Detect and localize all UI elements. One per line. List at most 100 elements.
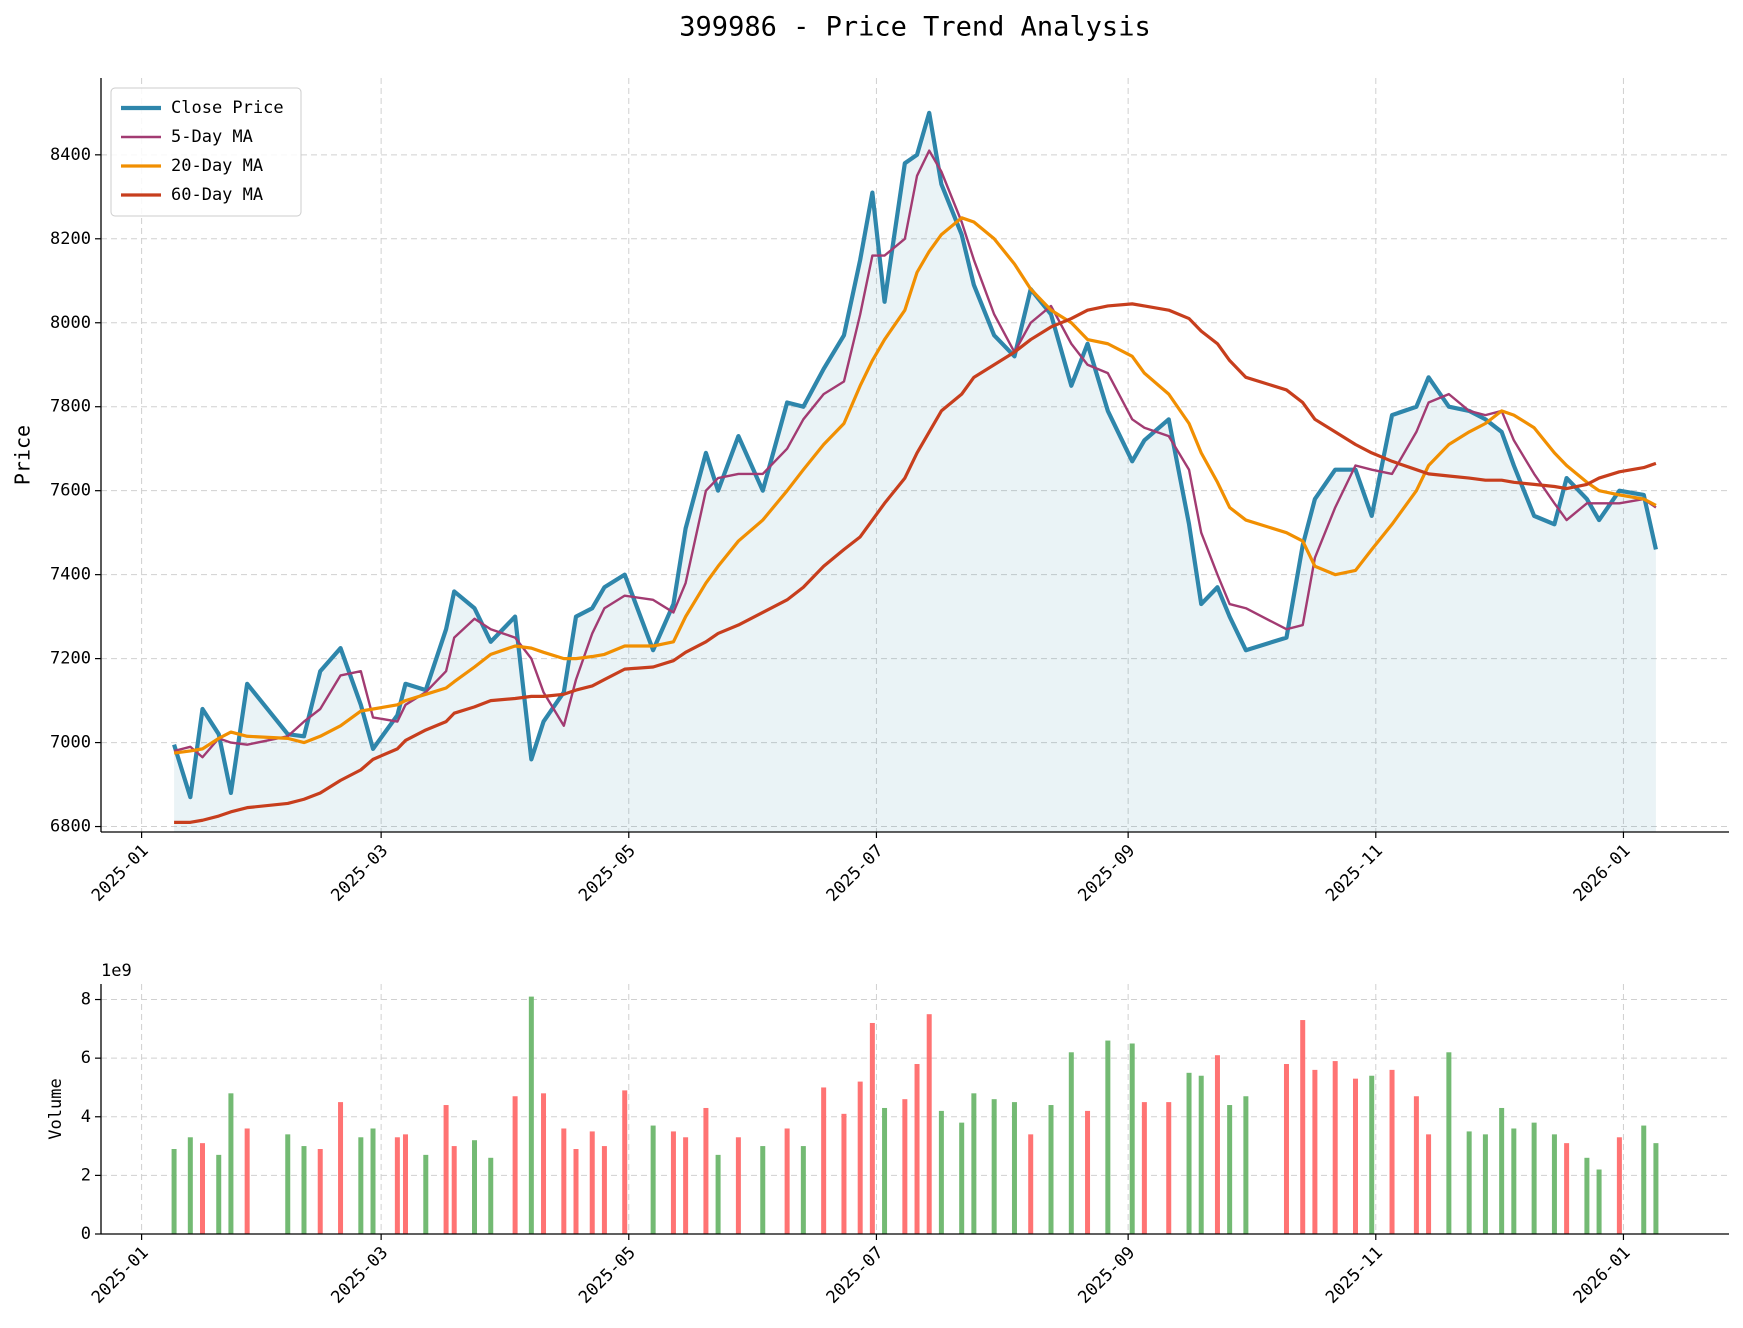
volume-bar bbox=[199, 1143, 205, 1234]
volume-bar bbox=[1511, 1128, 1517, 1234]
volume-bar bbox=[402, 1134, 408, 1234]
volume-bar bbox=[1105, 1040, 1111, 1234]
volume-bar bbox=[1564, 1143, 1570, 1234]
volume-bar bbox=[857, 1081, 863, 1234]
volume-bar bbox=[784, 1128, 790, 1234]
close-area bbox=[174, 112, 1656, 832]
volume-bar bbox=[244, 1128, 250, 1234]
volume-bar bbox=[1531, 1122, 1537, 1234]
volume-bar bbox=[1166, 1102, 1172, 1234]
volume-bar bbox=[443, 1105, 449, 1234]
legend-label: 5-Day MA bbox=[171, 127, 253, 147]
volume-bar bbox=[1068, 1052, 1074, 1234]
series-line bbox=[173, 216, 1657, 755]
volume-bar bbox=[187, 1137, 193, 1234]
volume-bar bbox=[1389, 1069, 1395, 1234]
volume-bar bbox=[370, 1128, 376, 1234]
volume-bar bbox=[1641, 1125, 1647, 1234]
legend-label: 20-Day MA bbox=[171, 156, 263, 176]
volume-bar bbox=[228, 1093, 234, 1234]
x-tick-label: 2026-01 bbox=[1570, 1243, 1635, 1308]
x-tick-label: 2025-01 bbox=[88, 841, 153, 906]
volume-bar bbox=[760, 1146, 766, 1234]
volume-bar bbox=[301, 1146, 307, 1234]
volume-bar bbox=[528, 996, 534, 1234]
volume-bar bbox=[1653, 1143, 1659, 1234]
volume-bar bbox=[735, 1137, 741, 1234]
y-tick-label: 7000 bbox=[50, 733, 91, 753]
x-tick-label: 2025-11 bbox=[1322, 1243, 1387, 1308]
volume-bar bbox=[991, 1099, 997, 1234]
volume-bar bbox=[1499, 1107, 1505, 1234]
volume-bar bbox=[703, 1107, 709, 1234]
volume-bar bbox=[971, 1093, 977, 1234]
y-tick-label: 6800 bbox=[50, 817, 91, 837]
y-tick-label: 8 bbox=[81, 990, 91, 1010]
volume-bar bbox=[512, 1096, 518, 1234]
x-tick-label: 2025-03 bbox=[327, 1243, 392, 1308]
x-tick-label: 2025-05 bbox=[575, 841, 640, 906]
volume-bar bbox=[1616, 1137, 1622, 1234]
volume-bar bbox=[670, 1131, 676, 1234]
x-tick-label: 2025-11 bbox=[1322, 841, 1387, 906]
volume-bar bbox=[926, 1014, 932, 1234]
volume-bar bbox=[1011, 1102, 1017, 1234]
y-tick-label: 2 bbox=[81, 1165, 91, 1185]
volume-bar bbox=[1141, 1102, 1147, 1234]
volume-bar bbox=[488, 1157, 494, 1234]
volume-bar bbox=[358, 1137, 364, 1234]
volume-bar bbox=[1369, 1075, 1375, 1234]
volume-bar bbox=[1312, 1069, 1318, 1234]
series-line bbox=[172, 110, 1658, 800]
y-tick-label: 7800 bbox=[50, 397, 91, 417]
volume-bar bbox=[601, 1146, 607, 1234]
volume-bar bbox=[338, 1102, 344, 1234]
volume-bar bbox=[914, 1064, 920, 1234]
volume-bar bbox=[1243, 1096, 1249, 1234]
x-tick-label: 2025-07 bbox=[823, 1243, 888, 1308]
chart-title: 399986 - Price Trend Analysis bbox=[679, 12, 1150, 43]
axis-offset-label: 1e9 bbox=[101, 961, 132, 981]
volume-bar bbox=[1300, 1020, 1306, 1234]
legend-label: 60-Day MA bbox=[171, 185, 263, 205]
x-tick-label: 2025-09 bbox=[1074, 1243, 1139, 1308]
y-axis-label: Price bbox=[11, 425, 35, 485]
x-tick-label: 2025-09 bbox=[1074, 841, 1139, 906]
volume-bar bbox=[573, 1149, 579, 1234]
y-tick-label: 7600 bbox=[50, 481, 91, 501]
volume-bar bbox=[841, 1113, 847, 1234]
volume-bar bbox=[1085, 1110, 1091, 1234]
volume-bar bbox=[800, 1146, 806, 1234]
volume-bar bbox=[1446, 1052, 1452, 1234]
volume-bar bbox=[821, 1087, 827, 1234]
volume-bar bbox=[472, 1140, 478, 1234]
volume-bar bbox=[1413, 1096, 1419, 1234]
volume-bar bbox=[541, 1093, 547, 1234]
y-tick-label: 0 bbox=[81, 1224, 91, 1244]
y-tick-label: 8200 bbox=[50, 229, 91, 249]
legend-box bbox=[110, 87, 302, 217]
volume-bar bbox=[1186, 1072, 1192, 1234]
y-tick-label: 8000 bbox=[50, 313, 91, 333]
volume-bar bbox=[1227, 1105, 1233, 1234]
volume-bar bbox=[1482, 1134, 1488, 1234]
y-axis-label: Volume bbox=[46, 1078, 66, 1139]
x-tick-label: 2026-01 bbox=[1570, 841, 1635, 906]
volume-bar bbox=[423, 1154, 429, 1234]
volume-bar bbox=[1426, 1134, 1432, 1234]
volume-bar bbox=[622, 1090, 628, 1234]
volume-bar bbox=[317, 1149, 323, 1234]
volume-bar bbox=[1551, 1134, 1557, 1234]
volume-bar bbox=[869, 1022, 875, 1234]
x-tick-label: 2025-05 bbox=[575, 1243, 640, 1308]
x-tick-label: 2025-03 bbox=[327, 841, 392, 906]
y-tick-label: 7200 bbox=[50, 649, 91, 669]
volume-bar bbox=[171, 1149, 177, 1234]
volume-bar bbox=[683, 1137, 689, 1234]
volume-bar bbox=[561, 1128, 567, 1234]
volume-bar bbox=[1283, 1064, 1289, 1234]
volume-bar bbox=[902, 1099, 908, 1234]
legend-label: Close Price bbox=[171, 98, 284, 118]
volume-bar bbox=[1129, 1043, 1135, 1234]
